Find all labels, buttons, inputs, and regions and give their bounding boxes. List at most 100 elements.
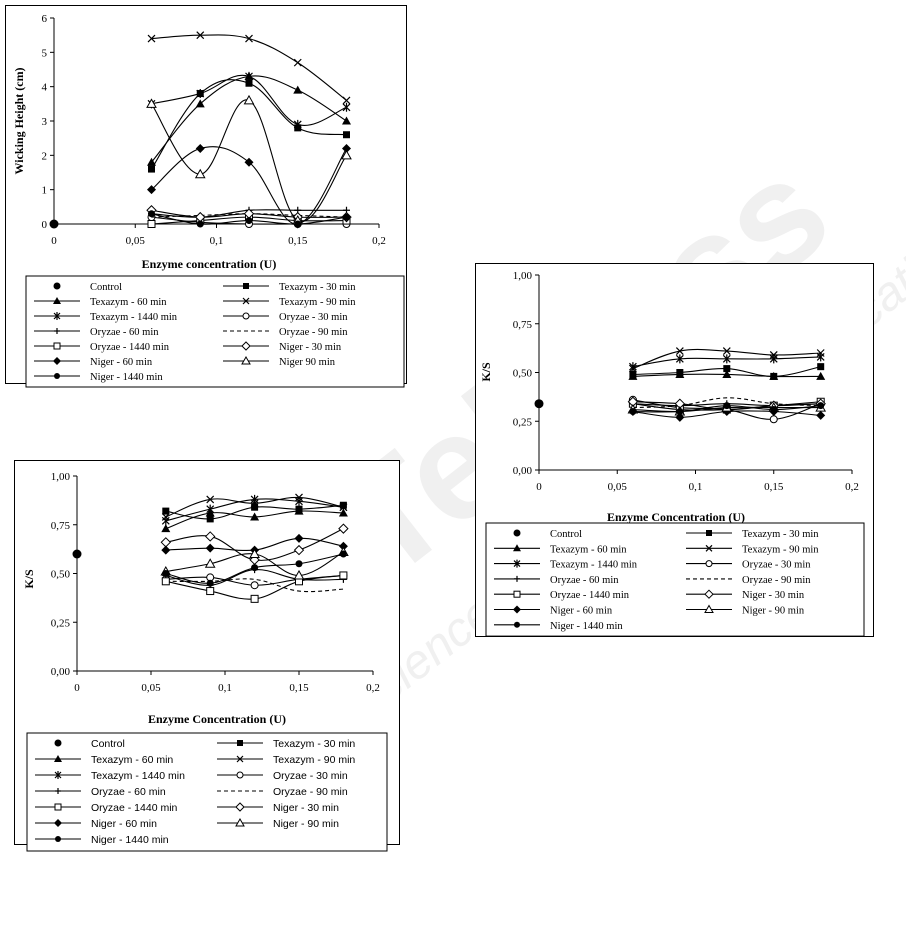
data-point (816, 352, 825, 362)
legend-marker (235, 817, 245, 827)
data-point (293, 544, 305, 556)
legend-label: Oryzae - 60 min (90, 327, 159, 338)
legend-label: Niger - 30 min (279, 342, 342, 353)
legend-label: Oryzae - 90 min (279, 327, 348, 338)
legend-item: Texazym - 1440 min (494, 560, 638, 571)
data-point (148, 210, 155, 218)
data-point (295, 496, 303, 506)
legend-label: Oryzae - 90 min (742, 575, 811, 586)
legend-item: Texazym - 1440 min (34, 312, 178, 323)
y-tick-label: 0,75 (51, 520, 71, 532)
data-point (342, 96, 351, 105)
legend-marker (53, 282, 61, 290)
legend-label: Texazym - 60 min (550, 544, 627, 555)
x-tick-label: 0,1 (689, 481, 703, 493)
data-point (195, 99, 205, 108)
legend-label: Control (91, 738, 125, 750)
legend-box (485, 522, 865, 637)
data-point (676, 408, 684, 415)
legend-label: Oryzae - 60 min (91, 786, 166, 798)
legend-marker (53, 312, 61, 320)
data-point (250, 594, 259, 603)
chart-panel-ks-left: 0,00 0,25 0,50 0,75 1,00 0 0,05 0,1 0,15 0,2 Contr… (14, 460, 400, 852)
data-point (769, 415, 778, 424)
legend-item: Texazym - 60 min (34, 297, 167, 308)
series-niger-1440-min (629, 402, 825, 415)
legend-item: Niger - 30 min (686, 589, 805, 601)
legend-item: Niger - 60 min (494, 605, 613, 617)
data-point (245, 71, 253, 81)
data-point (294, 506, 304, 515)
data-point (160, 537, 172, 548)
legend-label: Oryzae - 1440 min (91, 802, 178, 814)
data-point (250, 512, 260, 521)
data-point (250, 581, 259, 590)
x-tick-label: 0,05 (608, 481, 628, 493)
series-line (151, 146, 347, 225)
data-point (628, 371, 638, 380)
control-point (49, 219, 59, 229)
legend-label: Texazym - 30 min (279, 282, 356, 293)
legend-label: Oryzae - 30 min (742, 560, 811, 571)
y-tick-label: 1 (42, 185, 48, 197)
data-point (206, 515, 214, 523)
legend-label: Texazym - 90 min (273, 754, 355, 766)
data-point (293, 85, 303, 94)
chart-ks-right: 0,00 0,25 0,50 0,75 1,00 0 0,05 0,1 0,15 0,2 Contr… (479, 270, 865, 637)
legend-label: Texazym - 1440 min (91, 770, 185, 782)
legend-label: Niger - 1440 min (91, 834, 169, 846)
series-niger-1440-min (162, 550, 347, 587)
legend-marker (54, 771, 62, 779)
legend-item: Texazym - 30 min (686, 529, 819, 540)
x-axis-label: Enzyme Concentration (U) (607, 510, 745, 524)
data-point (293, 119, 302, 129)
legend-marker (705, 544, 713, 552)
legend-marker (513, 529, 521, 537)
legend-marker (235, 802, 245, 812)
series-oryzae-1440-min (161, 571, 348, 603)
data-point (342, 102, 351, 112)
data-point (770, 406, 778, 414)
series-niger-90-min (160, 546, 349, 580)
legend-marker (706, 530, 712, 536)
data-point (339, 571, 348, 580)
legend-item: Oryzae - 60 min (34, 327, 159, 338)
series-line (151, 213, 347, 218)
legend-marker (513, 605, 521, 614)
plot-area: 0,00 0,25 0,50 0,75 1,00 0 0,05 0,1 0,15 0,2 Contr… (26, 471, 388, 852)
y-tick-label: 6 (42, 13, 48, 25)
data-point (245, 34, 253, 43)
data-point (249, 548, 260, 558)
plot-area: 0 1 2 3 4 5 6 0 0,05 0,1 0,15 0,2 Control Texazym - 3… (25, 13, 405, 388)
series-texazym-60-min (628, 369, 826, 380)
legend-label: Texazym - 30 min (742, 529, 819, 540)
y-tick-label: 0 (42, 219, 48, 231)
legend-label: Oryzae - 30 min (279, 312, 348, 323)
chart-ks-left: 0,00 0,25 0,50 0,75 1,00 0 0,05 0,1 0,15 0,2 Contr… (22, 471, 388, 852)
legend-marker (513, 559, 521, 568)
x-tick-label: 0 (536, 481, 542, 493)
legend-label: Texazym - 1440 min (90, 312, 178, 323)
data-point (147, 220, 156, 228)
data-point (816, 371, 826, 380)
legend-item: Niger - 1440 min (35, 834, 169, 846)
legend-box (25, 275, 405, 388)
legend-label: Niger - 1440 min (550, 621, 623, 632)
legend-label: Oryzae - 60 min (550, 575, 619, 586)
legend-item: Niger 90 min (223, 355, 336, 368)
data-point (147, 185, 156, 195)
legend-marker (54, 328, 60, 334)
legend-marker (54, 373, 60, 379)
data-point (244, 157, 254, 167)
legend-label: Niger - 60 min (90, 357, 153, 368)
data-point (723, 365, 731, 373)
data-point (161, 577, 170, 586)
data-point (294, 220, 302, 228)
legend-marker (242, 312, 250, 320)
legend-label: Control (90, 282, 122, 293)
legend-item: Texazym - 90 min (686, 544, 819, 555)
legend-item: Oryzae - 1440 min (34, 342, 170, 353)
legend-item: Niger - 90 min (686, 604, 805, 617)
y-axis-label: Wicking Height (cm) (12, 67, 26, 174)
legend-marker (242, 297, 250, 305)
